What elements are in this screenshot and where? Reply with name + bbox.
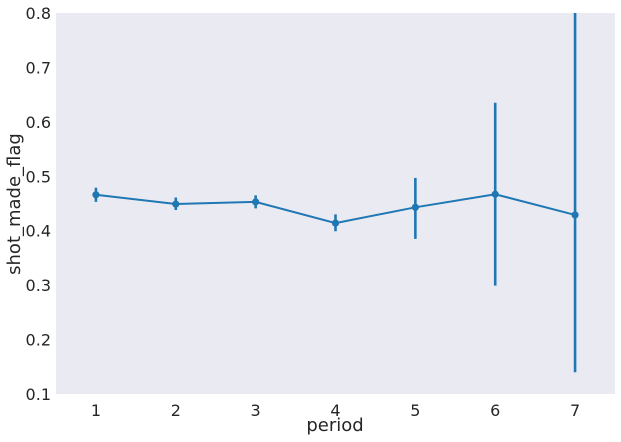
y-axis-label: shot_made_flag: [4, 133, 25, 275]
x-tick-label: 1: [91, 401, 101, 420]
y-tick-label: 0.2: [26, 331, 51, 350]
x-tick-labels: 1 2 3 4 5 6 7: [91, 401, 580, 420]
data-point: [331, 219, 340, 227]
data-point: [411, 203, 419, 211]
x-axis-label: period: [306, 415, 363, 436]
y-tick-label: 0.1: [26, 385, 51, 404]
y-tick-label: 0.6: [26, 113, 51, 132]
data-point: [571, 211, 579, 219]
x-tick-label: 3: [251, 401, 261, 420]
data-point: [172, 200, 180, 208]
data-point: [252, 198, 260, 206]
y-tick-label: 0.8: [26, 4, 51, 23]
plot-area: [56, 13, 615, 394]
y-tick-label: 0.4: [26, 222, 51, 241]
data-point: [491, 190, 499, 198]
x-tick-label: 7: [570, 401, 580, 420]
data-point: [92, 191, 100, 199]
y-tick-label: 0.7: [26, 58, 51, 77]
x-tick-label: 4: [330, 401, 340, 420]
y-tick-label: 0.5: [26, 167, 51, 186]
y-tick-labels: 0.1 0.2 0.3 0.4 0.5 0.6 0.7 0.8: [26, 4, 51, 404]
x-tick-label: 5: [410, 401, 420, 420]
x-tick-label: 6: [490, 401, 500, 420]
y-tick-label: 0.3: [26, 276, 51, 295]
data-marks: [92, 13, 579, 373]
x-tick-label: 2: [171, 401, 181, 420]
